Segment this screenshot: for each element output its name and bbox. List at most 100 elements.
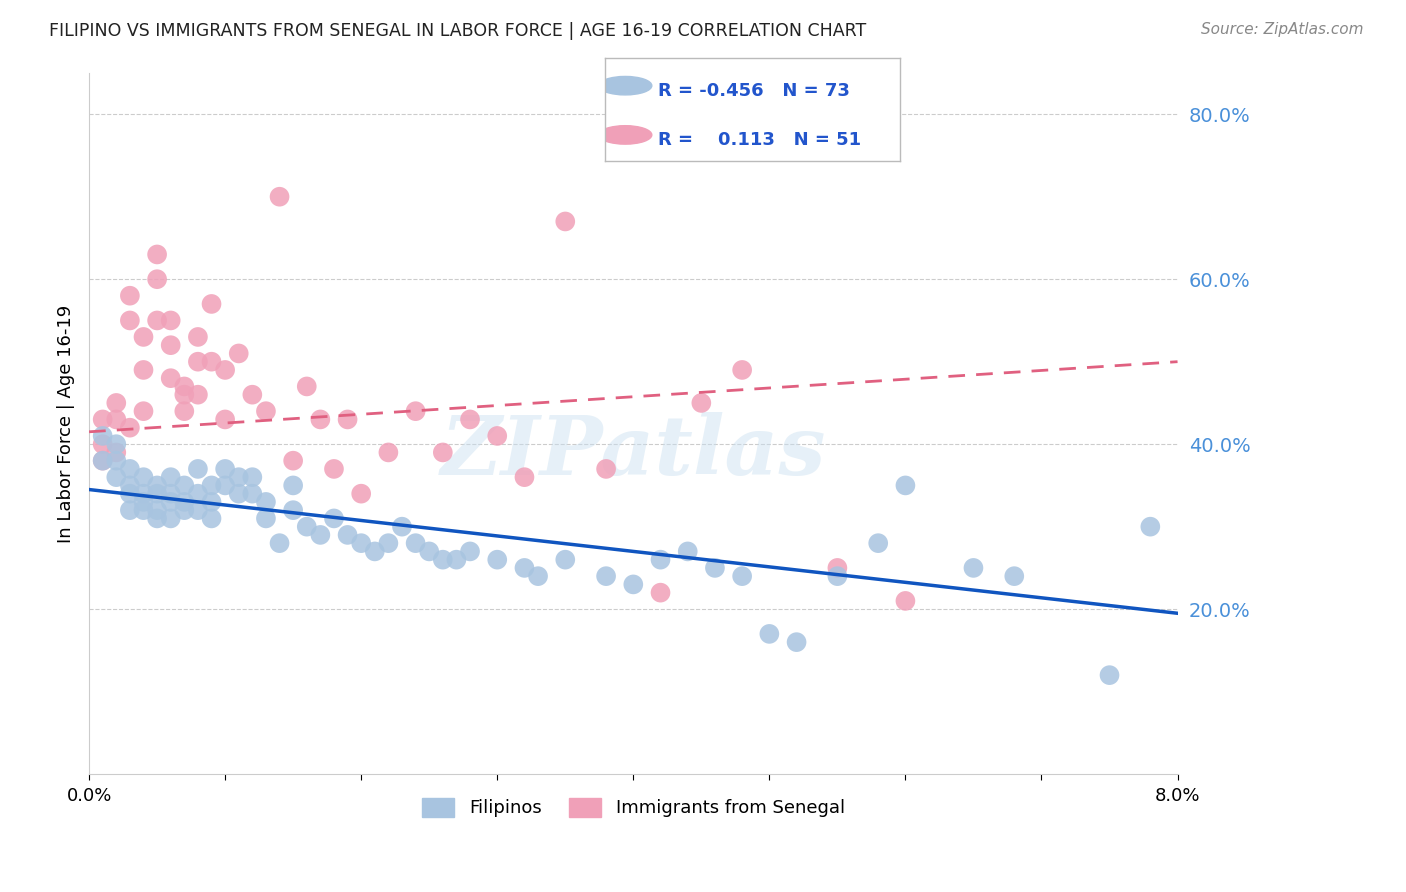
Point	[621, 577, 644, 591]
Point	[228, 486, 250, 500]
Circle shape	[599, 126, 652, 145]
Y-axis label: In Labor Force | Age 16-19: In Labor Force | Age 16-19	[58, 304, 75, 542]
Point	[868, 536, 890, 550]
Point	[105, 396, 128, 410]
Point	[91, 429, 114, 443]
Point	[214, 412, 236, 426]
Point	[350, 486, 373, 500]
Point	[132, 330, 155, 344]
Point	[554, 214, 576, 228]
Point	[418, 544, 440, 558]
Point	[513, 470, 536, 484]
Point	[309, 528, 332, 542]
Point	[405, 404, 427, 418]
Point	[159, 486, 181, 500]
Point	[200, 297, 222, 311]
Point	[1002, 569, 1025, 583]
Point	[187, 462, 209, 476]
Text: R = -0.456   N = 73: R = -0.456 N = 73	[658, 82, 849, 100]
Point	[595, 462, 617, 476]
Point	[118, 313, 141, 327]
Point	[690, 396, 713, 410]
Point	[187, 503, 209, 517]
Point	[295, 379, 318, 393]
Point	[132, 495, 155, 509]
Point	[254, 404, 277, 418]
Point	[187, 354, 209, 368]
Point	[118, 503, 141, 517]
Point	[173, 478, 195, 492]
Point	[269, 536, 291, 550]
Text: Source: ZipAtlas.com: Source: ZipAtlas.com	[1201, 22, 1364, 37]
Point	[458, 544, 481, 558]
Point	[240, 470, 263, 484]
Point	[1139, 519, 1161, 533]
Point	[269, 190, 291, 204]
Point	[486, 552, 509, 566]
Point	[827, 569, 849, 583]
Point	[758, 627, 780, 641]
Point	[283, 453, 305, 467]
Point	[187, 486, 209, 500]
Circle shape	[599, 77, 652, 95]
Point	[432, 552, 454, 566]
Point	[105, 445, 128, 459]
Point	[200, 478, 222, 492]
Point	[132, 486, 155, 500]
Point	[323, 462, 346, 476]
Point	[283, 503, 305, 517]
Text: FILIPINO VS IMMIGRANTS FROM SENEGAL IN LABOR FORCE | AGE 16-19 CORRELATION CHART: FILIPINO VS IMMIGRANTS FROM SENEGAL IN L…	[49, 22, 866, 40]
Point	[146, 478, 169, 492]
Point	[146, 313, 169, 327]
Point	[187, 330, 209, 344]
Text: ZIPatlas: ZIPatlas	[440, 411, 827, 491]
Point	[118, 288, 141, 302]
Point	[527, 569, 550, 583]
Point	[295, 519, 318, 533]
Point	[146, 247, 169, 261]
Point	[214, 462, 236, 476]
Point	[187, 387, 209, 401]
Point	[173, 495, 195, 509]
Point	[132, 363, 155, 377]
Point	[240, 387, 263, 401]
Point	[364, 544, 387, 558]
Point	[105, 437, 128, 451]
Point	[377, 536, 399, 550]
Point	[118, 420, 141, 434]
Point	[786, 635, 808, 649]
Point	[254, 511, 277, 525]
Point	[446, 552, 468, 566]
Point	[132, 470, 155, 484]
Point	[731, 569, 754, 583]
Point	[650, 552, 672, 566]
Point	[554, 552, 576, 566]
Point	[254, 495, 277, 509]
Point	[159, 338, 181, 352]
Point	[159, 470, 181, 484]
Point	[91, 453, 114, 467]
Point	[200, 511, 222, 525]
Point	[240, 486, 263, 500]
Point	[173, 404, 195, 418]
Point	[105, 453, 128, 467]
Text: R =    0.113   N = 51: R = 0.113 N = 51	[658, 131, 860, 149]
Point	[894, 478, 917, 492]
Point	[146, 511, 169, 525]
Point	[214, 363, 236, 377]
Point	[391, 519, 413, 533]
Point	[703, 561, 725, 575]
Point	[650, 585, 672, 599]
Point	[91, 412, 114, 426]
Point	[486, 429, 509, 443]
Point	[173, 503, 195, 517]
Point	[118, 486, 141, 500]
Point	[676, 544, 699, 558]
Point	[173, 379, 195, 393]
Point	[159, 313, 181, 327]
Point	[159, 371, 181, 385]
Point	[118, 478, 141, 492]
Point	[228, 470, 250, 484]
Point	[91, 437, 114, 451]
Point	[91, 453, 114, 467]
